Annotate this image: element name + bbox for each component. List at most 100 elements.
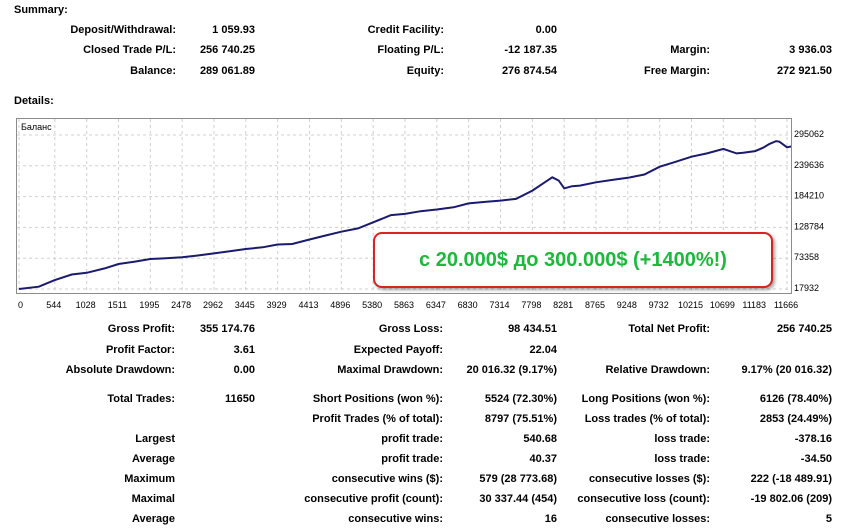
closed-trade-pl-label: Closed Trade P/L:	[83, 44, 176, 56]
loss-trades-value: 2853 (24.49%)	[759, 413, 832, 425]
chart-title: Баланс	[21, 122, 52, 132]
gross-loss-label: Gross Loss:	[378, 323, 443, 335]
credit-facility-value: 0.00	[535, 24, 557, 36]
x-tick-label: 8281	[553, 300, 573, 310]
average-profit-trade-value: 40.37	[529, 453, 557, 465]
y-tick-label: 295062	[794, 129, 824, 139]
details-title: Details:	[14, 95, 54, 107]
relative-drawdown-value: 9.17% (20 016.32)	[741, 364, 832, 376]
maximal-drawdown-value: 20 016.32 (9.17%)	[466, 364, 557, 376]
largest-loss-trade-value: -378.16	[794, 433, 832, 445]
long-positions-label: Long Positions (won %):	[581, 393, 710, 405]
x-tick-label: 9732	[649, 300, 669, 310]
profit-trades-label: Profit Trades (% of total):	[312, 413, 443, 425]
average-loss-trade-value: -34.50	[800, 453, 832, 465]
y-tick-label: 17932	[794, 283, 819, 293]
short-positions-label: Short Positions (won %):	[312, 393, 443, 405]
average-consecutive-label: Average	[131, 513, 175, 525]
short-positions-value: 5524 (72.30%)	[484, 393, 557, 405]
x-tick-label: 3929	[267, 300, 287, 310]
total-trades-label: Total Trades:	[107, 393, 175, 405]
maximum-label: Maximum	[124, 473, 175, 485]
max-consecutive-wins-value: 579 (28 773.68)	[479, 473, 557, 485]
gross-loss-value: 98 434.51	[508, 323, 557, 335]
margin-label: Margin:	[670, 44, 710, 56]
x-tick-label: 11183	[742, 300, 766, 310]
credit-facility-label: Credit Facility:	[367, 24, 444, 36]
gross-profit-label: Gross Profit:	[107, 323, 175, 335]
profit-callout: с 20.000$ до 300.000$ (+1400%!)	[373, 232, 773, 288]
x-tick-label: 4413	[299, 300, 319, 310]
max-consecutive-losses-label: consecutive losses ($):	[588, 473, 710, 485]
total-net-profit-value: 256 740.25	[776, 323, 832, 335]
balance-label: Balance:	[130, 65, 176, 77]
equity-label: Equity:	[406, 65, 444, 77]
maximal-consecutive-profit-label: consecutive profit (count):	[304, 493, 443, 505]
x-tick-label: 4896	[330, 300, 350, 310]
y-tick-label: 239636	[794, 160, 824, 170]
y-tick-label: 73358	[794, 252, 819, 262]
absolute-drawdown-value: 0.00	[233, 364, 255, 376]
profit-callout-text: с 20.000$ до 300.000$ (+1400%!)	[419, 248, 727, 271]
largest-profit-trade-label: profit trade:	[381, 433, 443, 445]
expected-payoff-label: Expected Payoff:	[353, 344, 443, 356]
summary-title: Summary:	[14, 4, 68, 16]
maximal-label: Maximal	[131, 493, 175, 505]
x-tick-label: 5380	[362, 300, 382, 310]
profit-trades-value: 8797 (75.51%)	[484, 413, 557, 425]
x-tick-label: 6347	[426, 300, 446, 310]
max-consecutive-losses-value: 222 (-18 489.91)	[750, 473, 832, 485]
x-tick-label: 0	[18, 300, 23, 310]
floating-pl-value: -12 187.35	[504, 44, 557, 56]
y-tick-label: 184210	[794, 191, 824, 201]
deposit-withdrawal-label: Deposit/Withdrawal:	[70, 24, 176, 36]
relative-drawdown-label: Relative Drawdown:	[605, 364, 710, 376]
expected-payoff-value: 22.04	[529, 344, 557, 356]
largest-label: Largest	[135, 433, 175, 445]
average-loss-trade-label: loss trade:	[654, 453, 710, 465]
floating-pl-label: Floating P/L:	[377, 44, 444, 56]
maximal-consecutive-loss-value: -19 802.06 (209)	[750, 493, 832, 505]
x-tick-label: 5863	[394, 300, 414, 310]
largest-loss-trade-label: loss trade:	[654, 433, 710, 445]
balance-series-line	[18, 140, 791, 290]
avg-consecutive-wins-label: consecutive wins:	[348, 513, 443, 525]
equity-value: 276 874.54	[501, 65, 557, 77]
total-trades-value: 11650	[225, 393, 255, 405]
x-tick-label: 1995	[139, 300, 159, 310]
free-margin-value: 272 921.50	[776, 65, 832, 77]
x-tick-label: 9248	[617, 300, 637, 310]
x-tick-label: 6830	[458, 300, 478, 310]
maximal-drawdown-label: Maximal Drawdown:	[337, 364, 443, 376]
x-tick-label: 1028	[76, 300, 96, 310]
x-tick-label: 10215	[678, 300, 703, 310]
average-profit-trade-label: profit trade:	[381, 453, 443, 465]
free-margin-label: Free Margin:	[643, 65, 710, 77]
x-tick-label: 3445	[235, 300, 255, 310]
largest-profit-trade-value: 540.68	[523, 433, 557, 445]
loss-trades-label: Loss trades (% of total):	[584, 413, 710, 425]
y-tick-label: 128784	[794, 221, 824, 231]
x-tick-label: 2478	[171, 300, 191, 310]
profit-factor-value: 3.61	[233, 344, 255, 356]
margin-value: 3 936.03	[789, 44, 832, 56]
avg-consecutive-losses-label: consecutive losses:	[605, 513, 710, 525]
x-tick-label: 1511	[108, 300, 127, 310]
closed-trade-pl-value: 256 740.25	[199, 44, 255, 56]
maximal-consecutive-profit-value: 30 337.44 (454)	[479, 493, 557, 505]
x-tick-label: 8765	[585, 300, 605, 310]
deposit-withdrawal-value: 1 059.93	[212, 24, 255, 36]
x-tick-label: 2962	[203, 300, 223, 310]
x-tick-label: 10699	[710, 300, 735, 310]
total-net-profit-label: Total Net Profit:	[628, 323, 710, 335]
average-label: Average	[131, 453, 175, 465]
avg-consecutive-losses-value: 5	[825, 513, 832, 525]
x-tick-label: 7798	[521, 300, 541, 310]
max-consecutive-wins-label: consecutive wins ($):	[331, 473, 443, 485]
gross-profit-value: 355 174.76	[199, 323, 255, 335]
x-tick-label: 11666	[774, 300, 798, 310]
balance-value: 289 061.89	[199, 65, 255, 77]
x-tick-label: 544	[46, 300, 61, 310]
long-positions-value: 6126 (78.40%)	[759, 393, 832, 405]
avg-consecutive-wins-value: 16	[544, 513, 557, 525]
